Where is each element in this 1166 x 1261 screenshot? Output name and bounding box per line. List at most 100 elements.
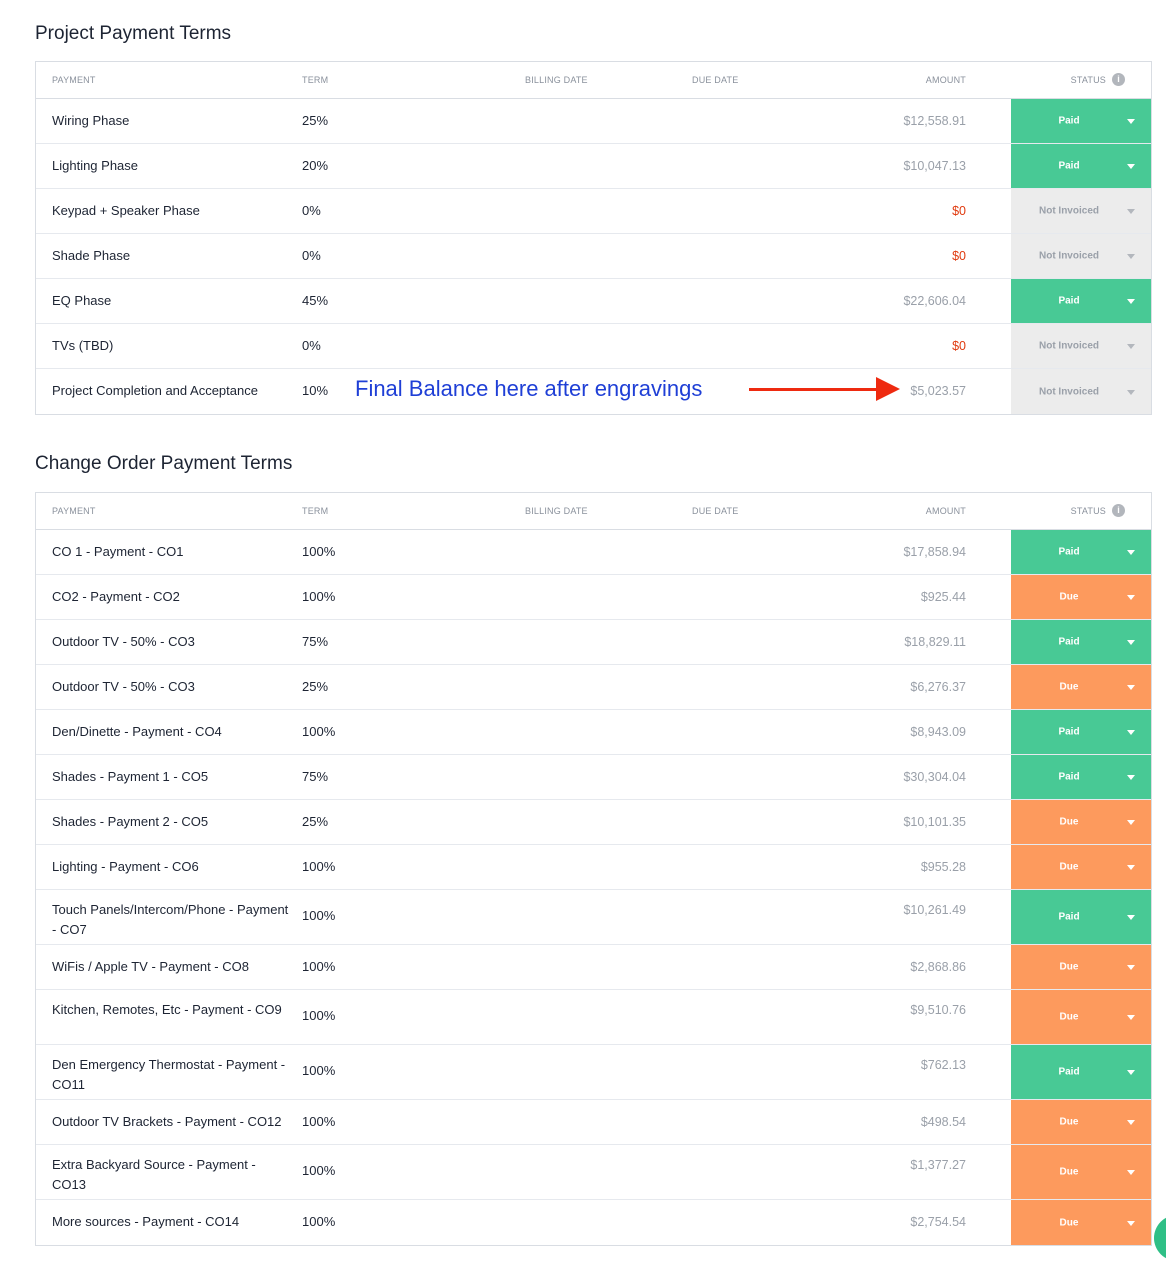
payment-term: 100%: [302, 959, 336, 974]
table-row: Shade Phase 0% $0 Not Invoiced: [36, 234, 1151, 279]
column-header-term: TERM: [302, 506, 329, 516]
chat-launcher-button[interactable]: [1154, 1215, 1166, 1261]
project-terms-body: Wiring Phase 25% $12,558.91 Paid Lighting Ph…: [36, 99, 1151, 414]
change-order-terms-body: CO 1 - Payment - CO1 100% $17,858.94 Paid CO…: [36, 530, 1151, 1245]
status-dropdown[interactable]: Paid: [1011, 620, 1151, 664]
payment-term: 75%: [302, 769, 329, 784]
column-header-payment: PAYMENT: [52, 506, 96, 516]
chevron-down-icon: [1127, 965, 1135, 970]
chevron-down-icon: [1127, 119, 1135, 124]
payment-term: 100%: [302, 589, 336, 604]
chevron-down-icon: [1127, 1070, 1135, 1075]
chevron-down-icon: [1127, 820, 1135, 825]
payment-name: Lighting Phase: [52, 158, 139, 173]
chevron-down-icon: [1127, 915, 1135, 920]
payment-amount: $2,754.54: [910, 1215, 966, 1229]
payment-name: More sources - Payment - CO14: [52, 1214, 240, 1229]
column-header-amount: AMOUNT: [925, 506, 966, 516]
payment-term: 100%: [302, 1114, 336, 1129]
table-row: CO 1 - Payment - CO1 100% $17,858.94 Paid: [36, 530, 1151, 575]
status-dropdown[interactable]: Paid: [1011, 710, 1151, 754]
status-dropdown[interactable]: Paid: [1011, 144, 1151, 188]
status-dropdown[interactable]: Due: [1011, 990, 1151, 1044]
chevron-down-icon: [1127, 164, 1135, 169]
status-dropdown[interactable]: Not Invoiced: [1011, 189, 1151, 233]
payment-term: 100%: [302, 1163, 336, 1178]
chevron-down-icon: [1127, 389, 1135, 395]
annotation-arrow-head: [876, 377, 900, 401]
status-dropdown[interactable]: Paid: [1011, 1045, 1151, 1099]
column-header-billing-date: BILLING DATE: [525, 75, 588, 85]
status-dropdown[interactable]: Due: [1011, 1145, 1151, 1199]
payment-amount: $9,510.76: [910, 1003, 966, 1017]
payment-term: 25%: [302, 679, 329, 694]
payment-amount: $10,261.49: [903, 903, 966, 917]
status-label: Not Invoiced: [1038, 340, 1099, 352]
status-label: Not Invoiced: [1038, 386, 1099, 397]
payment-term: 100%: [302, 1008, 336, 1023]
status-dropdown[interactable]: Due: [1011, 945, 1151, 989]
status-label: Due: [1059, 591, 1079, 603]
table-row: Shades - Payment 1 - CO5 75% $30,304.04 Pai…: [36, 755, 1151, 800]
status-dropdown[interactable]: Due: [1011, 1200, 1151, 1245]
status-dropdown[interactable]: Paid: [1011, 890, 1151, 944]
payment-name: Outdoor TV Brackets - Payment - CO12: [52, 1114, 282, 1129]
payment-name: Kitchen, Remotes, Etc - Payment - CO9: [52, 1002, 282, 1017]
payment-name: Lighting - Payment - CO6: [52, 859, 199, 874]
payment-term: 0%: [302, 203, 321, 218]
status-label: Due: [1059, 1011, 1079, 1023]
payment-amount: $2,868.86: [910, 960, 966, 974]
status-label: Paid: [1058, 546, 1080, 558]
payment-term: 100%: [302, 544, 336, 559]
status-dropdown[interactable]: Paid: [1011, 530, 1151, 574]
payment-amount: $925.44: [920, 590, 966, 604]
payment-term: 100%: [302, 1063, 336, 1078]
status-dropdown[interactable]: Due: [1011, 800, 1151, 844]
status-dropdown[interactable]: Due: [1011, 665, 1151, 709]
status-label: Not Invoiced: [1038, 205, 1099, 217]
payment-term: 25%: [302, 113, 329, 128]
chevron-down-icon: [1127, 730, 1135, 735]
status-label: Paid: [1058, 295, 1080, 307]
status-label: Due: [1059, 1166, 1079, 1178]
chevron-down-icon: [1127, 1120, 1135, 1125]
table-row: Keypad + Speaker Phase 0% $0 Not Invoiced: [36, 189, 1151, 234]
payment-term: 10%: [302, 383, 329, 398]
payment-name: CO2 - Payment - CO2: [52, 589, 180, 604]
table-row: Den Emergency Thermostat - Payment - CO1…: [36, 1045, 1151, 1100]
status-dropdown[interactable]: Paid: [1011, 755, 1151, 799]
table-row: TVs (TBD) 0% $0 Not Invoiced: [36, 324, 1151, 369]
table-row: Project Completion and Acceptance 10% $5,0…: [36, 369, 1151, 414]
payment-name: Extra Backyard Source - Payment - CO13: [52, 1157, 256, 1192]
chevron-down-icon: [1127, 1170, 1135, 1175]
column-header-amount: AMOUNT: [925, 75, 966, 85]
status-dropdown[interactable]: Due: [1011, 845, 1151, 889]
payment-amount: $0: [952, 204, 966, 218]
status-dropdown[interactable]: Due: [1011, 575, 1151, 619]
payment-term: 0%: [302, 338, 321, 353]
status-label: Paid: [1058, 726, 1080, 738]
payment-amount: $1,377.27: [910, 1158, 966, 1172]
payment-term: 100%: [302, 859, 336, 874]
table-row: Lighting - Payment - CO6 100% $955.28 Due: [36, 845, 1151, 890]
status-dropdown[interactable]: Not Invoiced: [1011, 324, 1151, 368]
status-label: Paid: [1058, 1066, 1080, 1078]
status-dropdown[interactable]: Paid: [1011, 279, 1151, 323]
payment-name: Den/Dinette - Payment - CO4: [52, 724, 222, 739]
table-row: Kitchen, Remotes, Etc - Payment - CO9 100…: [36, 990, 1151, 1045]
status-dropdown[interactable]: Due: [1011, 1100, 1151, 1144]
info-icon[interactable]: i: [1112, 73, 1125, 86]
payment-name: WiFis / Apple TV - Payment - CO8: [52, 959, 249, 974]
status-label: Due: [1059, 681, 1079, 693]
table-row: More sources - Payment - CO14 100% $2,754.…: [36, 1200, 1151, 1245]
status-label: Due: [1059, 1116, 1079, 1128]
table-row: Extra Backyard Source - Payment - CO13 10…: [36, 1145, 1151, 1200]
info-icon[interactable]: i: [1112, 504, 1125, 517]
status-dropdown[interactable]: Not Invoiced: [1011, 369, 1151, 414]
status-dropdown[interactable]: Not Invoiced: [1011, 234, 1151, 278]
annotation-text: Final Balance here after engravings: [355, 376, 703, 401]
status-label: Paid: [1058, 636, 1080, 648]
status-dropdown[interactable]: Paid: [1011, 99, 1151, 143]
chevron-down-icon: [1127, 254, 1135, 259]
chevron-down-icon: [1127, 299, 1135, 304]
